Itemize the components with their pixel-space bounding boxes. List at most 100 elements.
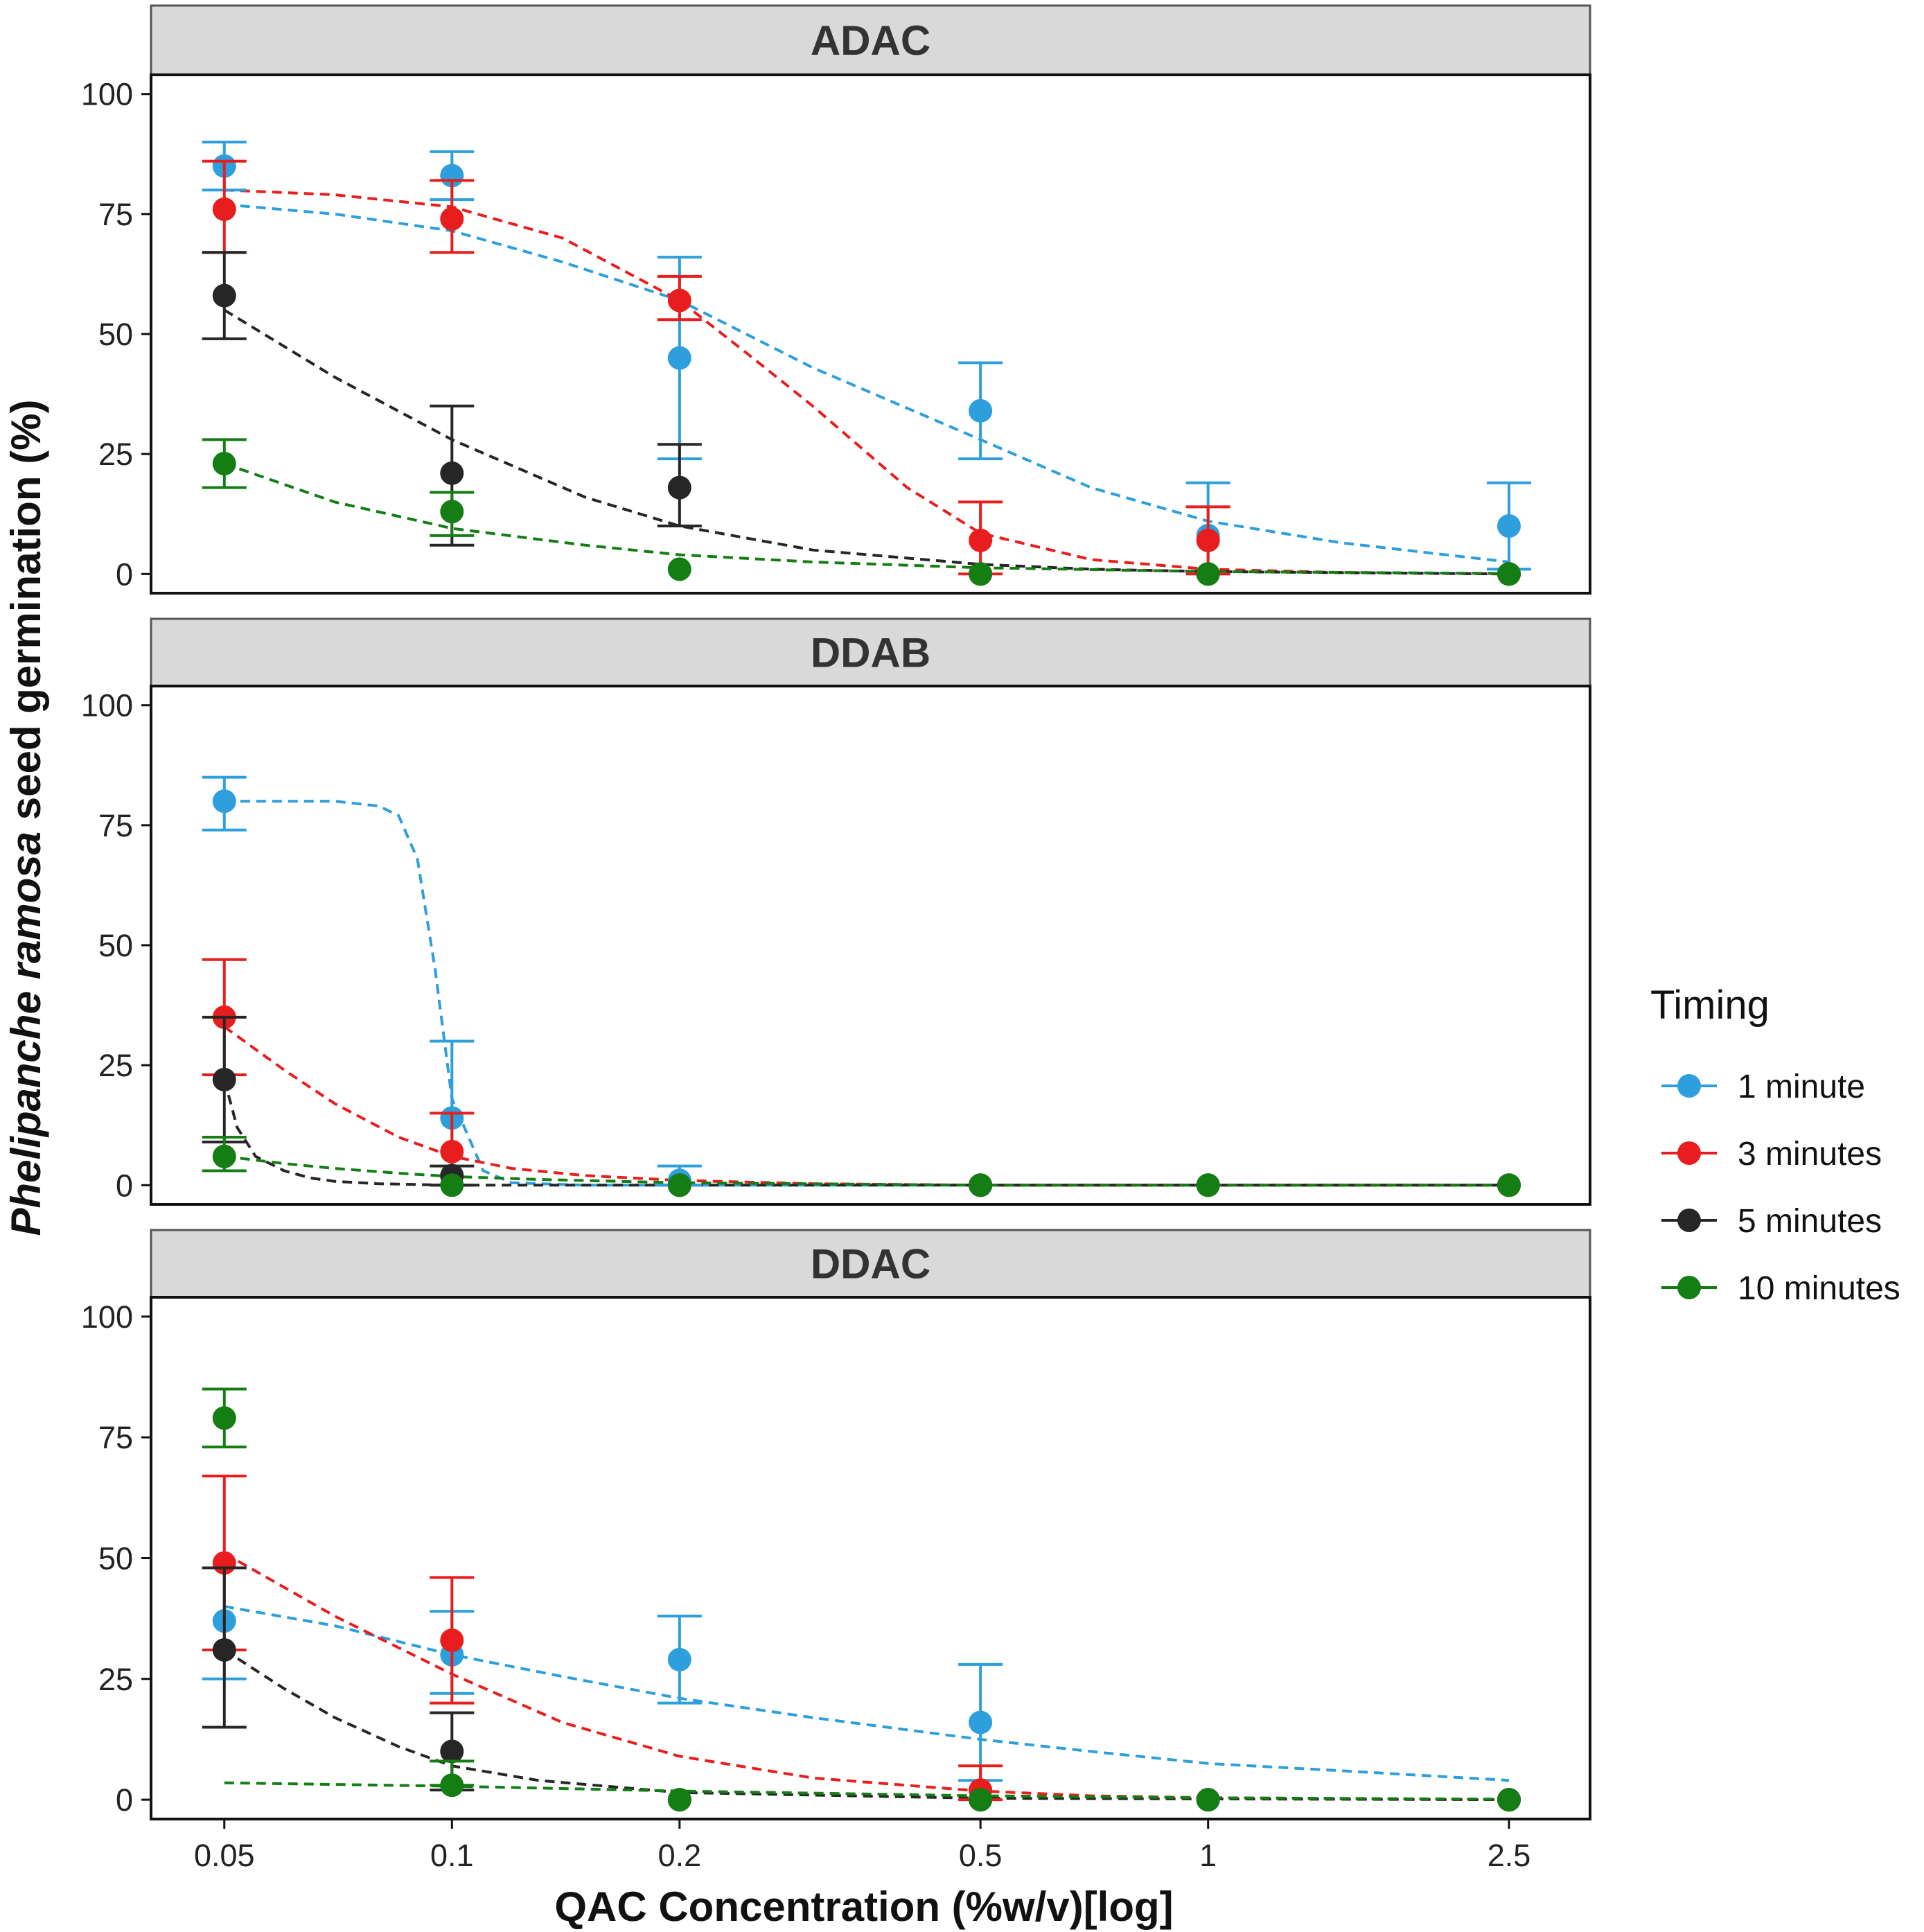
plot-frame-ddac: [150, 1296, 1591, 1820]
point-ddab-10-minutes-3: [969, 1173, 993, 1197]
y-tick-label-ddab-0: 0: [116, 1168, 133, 1203]
x-tick-label-3: 0.5: [959, 1838, 1003, 1873]
point-ddac-1-minute-3: [969, 1710, 993, 1735]
fit-line-adac-5-minutes: [223, 308, 1510, 576]
fit-line-ddab-3-minutes: [223, 1026, 1509, 1187]
strip-label-ddab: DDAB: [811, 630, 930, 676]
y-axis-title-italic: Phelipanche: [3, 991, 49, 1236]
point-adac-1-minute-3: [969, 398, 993, 423]
legend-item-5-minutes: 5 minutes: [1661, 1203, 1882, 1240]
y-axis-title-rest-2: seed germination (%): [3, 399, 49, 820]
legend-item-3-minutes: 3 minutes: [1661, 1136, 1882, 1173]
point-ddac-10-minutes-0: [212, 1406, 236, 1430]
legend-entries: 1 minute 3 minutes 5 minutes 10 minutes: [1661, 1069, 1900, 1307]
point-ddac-10-minutes-1: [440, 1773, 464, 1798]
panel-adac: ADAC 0 25 50 75 100: [81, 4, 1591, 595]
legend-item-1-minute: 1 minute: [1661, 1069, 1865, 1105]
y-tick-label-ddac-50: 50: [98, 1541, 133, 1577]
legend-key-point: [1677, 1209, 1701, 1232]
y-tick-label-adac-75: 75: [98, 197, 133, 232]
legend-key-point: [1677, 1074, 1701, 1098]
point-ddab-3-minutes-1: [440, 1139, 464, 1163]
y-tick-label-ddab-25: 25: [98, 1048, 133, 1083]
plot-frame-adac: [150, 73, 1591, 595]
panel-ddab: DDAB 0 25 50 75 100: [81, 617, 1591, 1206]
point-ddac-10-minutes-2: [667, 1788, 691, 1812]
legend-label: 3 minutes: [1738, 1136, 1882, 1173]
point-ddab-5-minutes-0: [212, 1067, 236, 1091]
legend-key-point: [1677, 1276, 1701, 1299]
point-ddac-10-minutes-4: [1196, 1788, 1220, 1812]
point-adac-10-minutes-2: [667, 557, 691, 581]
plot-frame-ddab: [150, 685, 1591, 1206]
point-ddac-10-minutes-5: [1497, 1788, 1521, 1812]
x-tick-label-4: 1: [1199, 1838, 1217, 1873]
fit-line-adac-1-minute: [224, 203, 1510, 563]
x-tick-label-0: 0.05: [194, 1838, 255, 1873]
point-ddab-10-minutes-4: [1196, 1173, 1220, 1197]
legend-title: Timing: [1650, 983, 1769, 1028]
y-tick-label-adac-25: 25: [98, 437, 133, 472]
point-ddac-5-minutes-1: [440, 1739, 464, 1764]
point-ddac-3-minutes-1: [440, 1628, 464, 1653]
panel-ddac: DDAC 0 25 50 75 100: [81, 1229, 1591, 1820]
x-axis-title: QAC Concentration (%w/v)[log]: [554, 1883, 1173, 1930]
point-ddab-1-minute-0: [212, 789, 236, 814]
point-adac-5-minutes-2: [667, 475, 691, 500]
point-adac-10-minutes-5: [1497, 562, 1521, 586]
fit-line-ddac-1-minute: [224, 1605, 1510, 1782]
y-tick-label-adac-100: 100: [81, 77, 133, 112]
point-adac-3-minutes-4: [1196, 528, 1220, 552]
point-ddab-10-minutes-1: [440, 1173, 464, 1197]
y-tick-label-ddac-25: 25: [98, 1662, 133, 1697]
panels-layer: ADAC 0 25 50 75 100 DDAB 0 25 50 75 100 DDAC 0 25 50 75 1…: [81, 4, 1591, 1820]
y-tick-label-ddac-0: 0: [116, 1782, 133, 1818]
point-adac-1-minute-5: [1497, 514, 1521, 538]
point-adac-10-minutes-4: [1196, 562, 1220, 586]
point-ddab-10-minutes-0: [212, 1144, 236, 1168]
x-tick-label-1: 0.1: [430, 1838, 474, 1873]
point-ddac-1-minute-2: [667, 1647, 691, 1671]
legend-item-10-minutes: 10 minutes: [1661, 1270, 1900, 1307]
y-tick-label-ddac-75: 75: [98, 1420, 133, 1455]
fit-line-ddab-1-minute: [224, 800, 1509, 1187]
strip-ddab: [150, 617, 1591, 687]
strip-ddac: [150, 1229, 1591, 1299]
point-ddab-10-minutes-2: [667, 1173, 691, 1197]
strip-adac: [150, 4, 1591, 76]
legend-key-point: [1677, 1141, 1701, 1165]
strip-label-adac: ADAC: [811, 17, 930, 64]
legend-label: 1 minute: [1738, 1069, 1865, 1105]
point-adac-3-minutes-2: [667, 288, 691, 313]
point-adac-3-minutes-1: [440, 207, 464, 231]
legend-label: 10 minutes: [1738, 1270, 1900, 1307]
y-tick-label-adac-0: 0: [116, 556, 133, 592]
y-axis-title-italic-3: ramosa: [3, 832, 49, 979]
point-ddac-5-minutes-0: [212, 1637, 236, 1662]
point-adac-5-minutes-1: [440, 461, 464, 485]
point-adac-1-minute-2: [667, 346, 691, 370]
point-adac-10-minutes-3: [969, 562, 993, 586]
fit-line-adac-10-minutes: [224, 462, 1510, 575]
point-adac-10-minutes-1: [440, 500, 464, 524]
point-adac-5-minutes-0: [212, 283, 236, 308]
x-tick-label-5: 2.5: [1488, 1838, 1531, 1873]
point-adac-3-minutes-3: [969, 528, 993, 552]
x-axis: 0.05 0.1 0.2 0.5 1 2.5: [194, 1819, 1530, 1873]
legend: Timing 1 minute 3 minutes 5 minutes 10 minu…: [1650, 983, 1900, 1307]
point-adac-3-minutes-0: [212, 197, 236, 221]
point-adac-10-minutes-0: [212, 452, 236, 475]
y-tick-label-ddab-50: 50: [98, 928, 133, 963]
y-axis-title: Phelipanche ramosa seed germination (%): [3, 399, 49, 1236]
x-tick-label-2: 0.2: [658, 1838, 702, 1873]
point-ddab-10-minutes-5: [1497, 1173, 1521, 1197]
strip-label-ddac: DDAC: [811, 1241, 930, 1288]
point-ddac-10-minutes-3: [969, 1788, 993, 1812]
y-tick-label-ddac-100: 100: [81, 1299, 133, 1335]
y-tick-label-adac-50: 50: [98, 317, 133, 352]
y-tick-label-ddab-100: 100: [81, 688, 133, 723]
fit-line-ddac-10-minutes: [224, 1781, 1510, 1801]
y-tick-label-ddab-75: 75: [98, 808, 133, 843]
legend-label: 5 minutes: [1738, 1203, 1882, 1240]
